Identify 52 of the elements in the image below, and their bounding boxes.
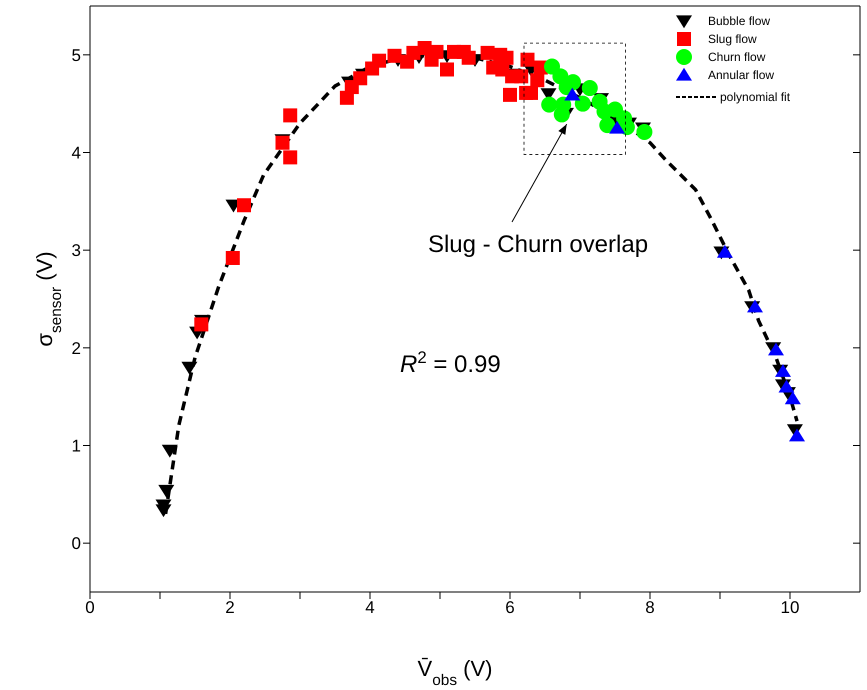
point (520, 52, 534, 67)
point (564, 88, 580, 100)
y-tick-label: 0 (72, 534, 81, 554)
legend-label: Annular flow (708, 68, 774, 82)
point (353, 71, 368, 86)
legend-label: Bubble flow (708, 14, 770, 28)
point (775, 364, 791, 377)
point (372, 54, 386, 68)
x-tick-label: 4 (365, 598, 375, 618)
point (514, 69, 528, 84)
y-tick-label: 2 (72, 338, 81, 358)
point (158, 484, 174, 498)
point (181, 362, 198, 375)
x-tick-label: 8 (645, 598, 655, 618)
x-tick-label: 2 (225, 598, 235, 618)
point (226, 250, 240, 265)
x-axis-title: V̄$_{obs}$ (V) (418, 656, 492, 688)
point (784, 391, 801, 404)
y-tick-label: 5 (72, 46, 81, 65)
point (768, 342, 784, 356)
point (609, 120, 626, 134)
point (636, 124, 652, 140)
point (541, 96, 558, 113)
annotation: R$^{2}$ = 0.99 (400, 348, 501, 378)
annotation: Slug - Churn overlap (428, 231, 648, 258)
point (480, 46, 495, 60)
point (276, 136, 290, 150)
point (599, 117, 616, 134)
y-tick-label: 1 (72, 436, 81, 456)
x-tick-label: 10 (780, 598, 800, 618)
legend-label: Slug flow (708, 32, 757, 46)
point (544, 58, 560, 75)
point (524, 86, 538, 100)
point (237, 198, 251, 212)
point (747, 300, 763, 312)
point (778, 380, 794, 392)
point (283, 150, 298, 164)
point (440, 62, 454, 76)
y-tick-label: 3 (72, 241, 81, 260)
point (574, 96, 591, 112)
legend-label: Churn flow (708, 50, 766, 64)
point (162, 444, 178, 458)
point (582, 80, 598, 96)
point (503, 88, 517, 102)
point (789, 428, 805, 442)
point (283, 108, 298, 122)
point (194, 317, 208, 332)
legend-label: polynomial fit (720, 90, 790, 104)
y-tick-label: 4 (72, 144, 81, 163)
point (716, 244, 733, 258)
x-tick-label: 6 (505, 598, 515, 618)
x-tick-label: 0 (85, 598, 95, 618)
